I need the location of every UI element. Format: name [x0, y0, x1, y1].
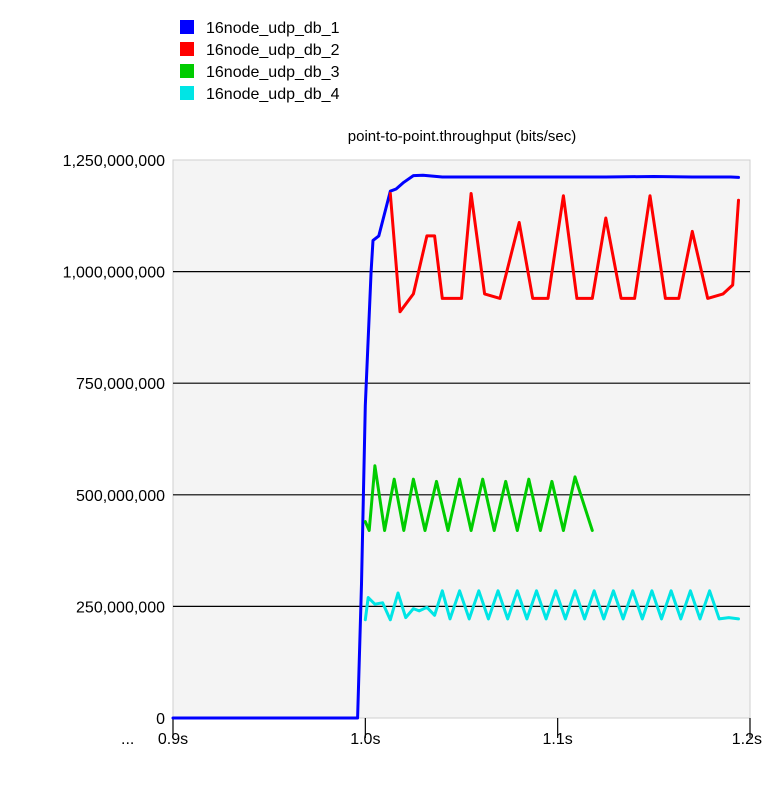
y-tick-label: 1,000,000,000 — [63, 265, 165, 282]
series-line-3 — [363, 464, 594, 532]
legend-label: 16node_udp_db_3 — [206, 64, 340, 81]
x-tick-label: 1.0s — [350, 731, 380, 748]
legend-swatch — [180, 42, 194, 56]
series-line-1 — [171, 173, 740, 720]
legend-swatch — [180, 86, 194, 100]
axes: 0 250,000,000 500,000,000 750,000,000 1,000,… — [63, 153, 762, 748]
y-tick-label: 750,000,000 — [76, 376, 165, 393]
grid-lines — [173, 271, 750, 608]
x-tick-label: 0.9s — [158, 731, 188, 748]
legend-label: 16node_udp_db_4 — [206, 86, 340, 103]
x-tick-label: 1.2s — [732, 731, 762, 748]
chart-title: point-to-point.throughput (bits/sec) — [348, 128, 576, 145]
y-tick-label: 0 — [156, 711, 165, 728]
series-lines — [171, 173, 740, 720]
x-axis-prefix: ... — [121, 731, 134, 748]
legend-swatch — [180, 20, 194, 34]
legend: 16node_udp_db_1 16node_udp_db_2 16node_udp… — [180, 20, 340, 103]
x-tick-label: 1.1s — [543, 731, 573, 748]
legend-label: 16node_udp_db_1 — [206, 20, 340, 37]
plot-area — [172, 159, 751, 719]
y-tick-label: 500,000,000 — [76, 488, 165, 505]
series-line-2 — [388, 192, 740, 314]
y-tick-label: 250,000,000 — [76, 599, 165, 616]
y-tick-label: 1,250,000,000 — [63, 153, 165, 170]
legend-swatch — [180, 64, 194, 78]
series-line-4 — [363, 589, 740, 622]
legend-label: 16node_udp_db_2 — [206, 42, 340, 59]
